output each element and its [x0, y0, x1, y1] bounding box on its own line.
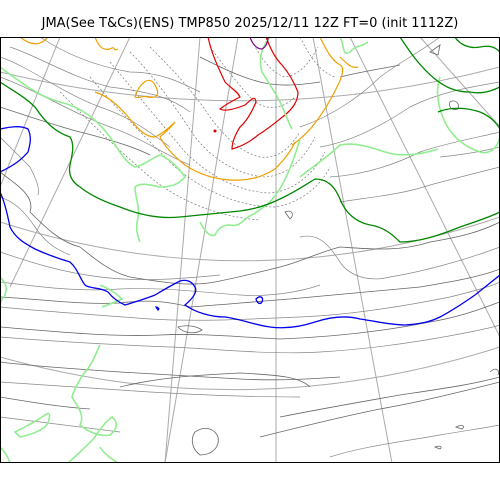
isotherm [437, 107, 500, 130]
isotherm [19, 37, 49, 45]
isotherm [339, 56, 359, 68]
isotherm [67, 344, 118, 463]
coastline [0, 301, 500, 340]
isotherm [154, 306, 160, 311]
coastline [119, 372, 311, 388]
isotherm [39, 37, 201, 93]
isotherm [0, 126, 31, 173]
meridian [419, 37, 500, 128]
isotherm-lightgreen [0, 37, 500, 463]
isotherm-blue [0, 126, 500, 329]
low-marker [213, 129, 217, 133]
coastline [0, 361, 341, 381]
coastline [199, 56, 321, 86]
isotherm-red [207, 37, 299, 150]
isotherm [339, 166, 500, 203]
isotherm [299, 37, 441, 128]
coastline [177, 325, 203, 334]
isotherm [0, 66, 187, 243]
isotherm [329, 424, 500, 458]
isotherm [99, 446, 119, 463]
meridian [164, 37, 201, 463]
isotherm [399, 37, 500, 94]
isotherm [13, 412, 51, 438]
coastline [0, 171, 281, 285]
isotherm-dotted [89, 76, 331, 208]
isotherm-purple [249, 37, 269, 50]
meridian [349, 37, 500, 338]
isotherm [9, 46, 191, 113]
coastline [339, 64, 401, 78]
coastline [259, 381, 500, 438]
isotherm [0, 446, 11, 463]
isotherm [207, 37, 299, 150]
isotherm-dotted [299, 37, 336, 78]
coastline [0, 268, 500, 308]
isotherm [0, 251, 221, 280]
isotherm-orange [19, 37, 359, 181]
isotherm [255, 296, 264, 305]
meridian [164, 37, 239, 463]
isotherm [199, 138, 301, 237]
isotherm [0, 81, 500, 243]
isotherm [0, 136, 39, 196]
isotherm [339, 37, 369, 55]
isotherm [0, 76, 191, 166]
coastline [454, 425, 464, 430]
isotherm [299, 235, 500, 280]
temperature-map [0, 37, 500, 463]
coastline [279, 221, 500, 268]
isotherm [99, 284, 124, 308]
isotherm [299, 143, 439, 178]
isotherm [436, 76, 500, 154]
isotherm [0, 196, 71, 256]
isotherm [319, 81, 500, 148]
isotherm [134, 79, 159, 99]
isotherm [94, 37, 119, 51]
isotherm [329, 131, 500, 178]
isotherms-dotted [59, 37, 336, 221]
coastline [191, 427, 219, 456]
isotherm-dotted [109, 61, 326, 194]
coastlines [0, 44, 500, 456]
isotherm [0, 416, 121, 433]
isotherm [94, 91, 296, 181]
meridian [0, 37, 61, 188]
isotherm [0, 281, 321, 296]
coastline [429, 44, 441, 56]
isotherm [454, 37, 500, 53]
coastline [489, 368, 499, 376]
isotherm-green [0, 37, 500, 243]
coastline [449, 100, 459, 110]
coastline [279, 376, 500, 418]
map-title: JMA(See T&Cs)(ENS) TMP850 2025/12/11 12Z… [41, 16, 459, 31]
isotherm [0, 381, 301, 398]
coastline [0, 106, 151, 156]
isotherm [0, 324, 500, 354]
isotherm [0, 56, 171, 148]
isotherms-thin [0, 37, 500, 458]
isotherm [0, 191, 500, 329]
coastline [433, 445, 442, 450]
isotherm [249, 37, 269, 50]
isotherm-dotted [209, 46, 296, 108]
isotherm [291, 37, 344, 146]
isotherm [0, 281, 500, 321]
isotherm [259, 37, 293, 130]
coastline [0, 396, 91, 410]
latitude-arc [0, 346, 500, 391]
isotherm-dotted [129, 51, 316, 178]
coastline [284, 210, 293, 220]
